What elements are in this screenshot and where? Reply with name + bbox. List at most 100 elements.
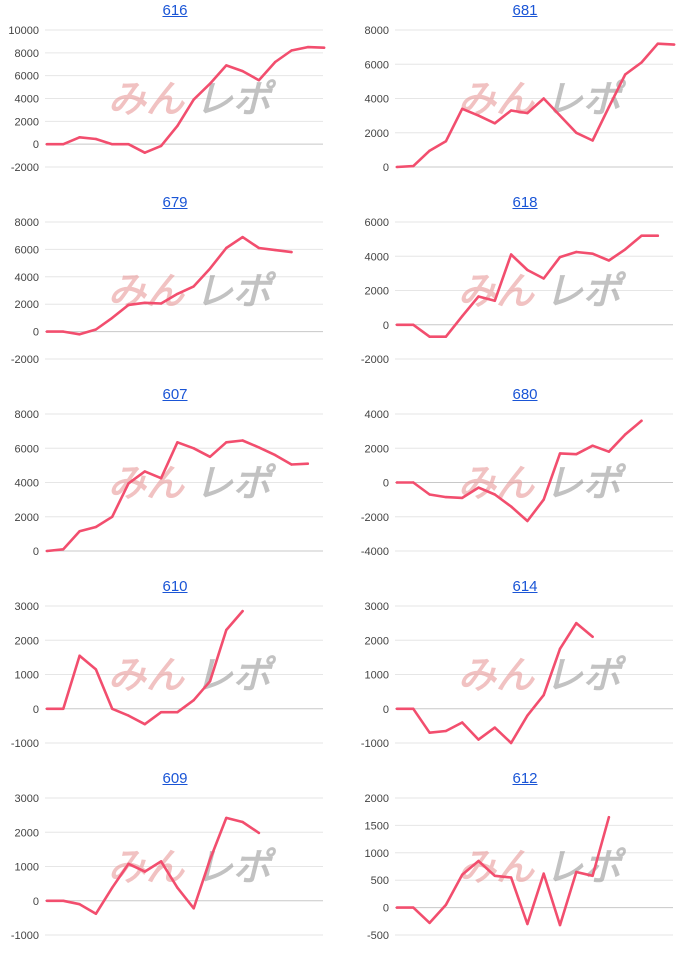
data-point: [225, 246, 228, 250]
y-tick-label: 4000: [365, 94, 389, 106]
data-point: [477, 486, 480, 489]
y-tick-label: 1000: [15, 862, 39, 874]
y-tick-label: 4000: [15, 272, 39, 284]
data-point: [428, 731, 431, 734]
data-point: [159, 860, 163, 863]
line-chart: 0 2000 4000 6000 8000 みん レポ: [15, 409, 323, 558]
data-point: [45, 330, 49, 333]
data-point: [509, 876, 513, 879]
watermark-logo-right: レポ: [545, 845, 627, 889]
series-line: [45, 816, 261, 916]
data-point: [159, 711, 163, 714]
data-point: [322, 46, 326, 49]
data-point: [575, 250, 578, 254]
data-point: [62, 548, 65, 551]
data-point: [542, 277, 545, 280]
line-chart: -1000 0 1000 2000 3000 みん レポ: [11, 601, 323, 750]
data-point: [444, 495, 448, 499]
data-point: [78, 333, 81, 336]
y-tick-label: 0: [383, 320, 389, 332]
data-point: [461, 873, 464, 876]
data-point: [542, 97, 545, 100]
data-point: [624, 433, 627, 436]
data-point: [493, 726, 496, 729]
y-tick-label: -2000: [11, 162, 39, 174]
data-point: [94, 328, 98, 331]
y-tick-label: 2000: [365, 443, 389, 455]
data-point: [192, 285, 195, 288]
data-point: [428, 149, 431, 152]
y-tick-label: 0: [33, 704, 39, 716]
data-point: [176, 124, 179, 128]
data-point: [257, 246, 261, 250]
data-point: [208, 680, 212, 683]
chart-title-link[interactable]: 609: [162, 770, 188, 787]
data-point: [241, 820, 244, 824]
data-point: [526, 111, 529, 115]
data-point: [493, 299, 496, 302]
chart-panel-681: 681 0 2000 4000 6000 8000 みん レポ: [350, 0, 700, 192]
data-point: [192, 699, 195, 702]
chart-title-link[interactable]: 612: [512, 770, 538, 787]
data-point: [477, 114, 480, 117]
y-tick-label: 2000: [365, 128, 389, 140]
data-point: [412, 481, 415, 484]
y-tick-label: 8000: [15, 217, 39, 229]
y-tick-label: 8000: [15, 409, 39, 421]
data-point: [444, 903, 448, 907]
data-point: [395, 481, 399, 484]
y-tick-label: 4000: [365, 409, 389, 421]
data-point: [461, 721, 464, 724]
data-point: [78, 136, 81, 139]
y-tick-label: 3000: [365, 601, 389, 613]
chart-panel-679: 679 -2000 0 2000 4000 6000 8000 みん レポ: [0, 192, 350, 384]
y-tick-label: 0: [33, 546, 39, 558]
data-point: [461, 107, 464, 111]
data-point: [290, 463, 293, 466]
chart-title-link[interactable]: 618: [512, 194, 538, 211]
data-point: [208, 267, 212, 270]
chart-title-link[interactable]: 679: [162, 194, 188, 211]
data-point: [558, 255, 562, 259]
data-point: [127, 303, 130, 307]
data-point: [509, 505, 513, 508]
data-point: [241, 439, 244, 442]
data-point: [640, 234, 643, 237]
y-tick-label: -4000: [361, 546, 389, 558]
data-point: [111, 515, 114, 518]
data-point: [624, 73, 627, 76]
data-point: [558, 923, 562, 927]
data-point: [493, 122, 496, 125]
y-tick-label: -2000: [11, 354, 39, 366]
y-tick-label: 2000: [15, 512, 39, 524]
data-point: [428, 493, 431, 496]
data-point: [192, 447, 195, 450]
data-point: [176, 886, 179, 889]
data-point: [640, 419, 643, 422]
data-point: [143, 470, 146, 473]
data-point: [241, 235, 244, 239]
chart-title-link[interactable]: 610: [162, 578, 188, 595]
data-point: [395, 165, 399, 169]
data-point: [591, 139, 594, 142]
data-point: [143, 301, 146, 304]
chart-title-link[interactable]: 616: [162, 2, 188, 19]
data-point: [62, 707, 65, 710]
watermark-logo-left: みん: [108, 77, 185, 121]
y-tick-label: 0: [33, 327, 39, 339]
data-point: [526, 714, 529, 717]
y-tick-label: -2000: [361, 512, 389, 524]
data-point: [509, 253, 513, 256]
chart-title-link[interactable]: 614: [512, 578, 538, 595]
line-chart: -2000 0 2000 4000 6000 8000 みん レポ: [11, 217, 323, 366]
chart-title-link[interactable]: 607: [162, 386, 188, 403]
data-point: [542, 498, 545, 501]
y-tick-label: 500: [371, 875, 389, 887]
chart-title-link[interactable]: 680: [512, 386, 538, 403]
data-point: [45, 143, 49, 146]
data-point: [111, 886, 114, 889]
chart-title-link[interactable]: 681: [512, 2, 538, 19]
data-point: [257, 831, 261, 835]
data-point: [656, 234, 659, 237]
y-tick-label: -2000: [361, 354, 389, 366]
